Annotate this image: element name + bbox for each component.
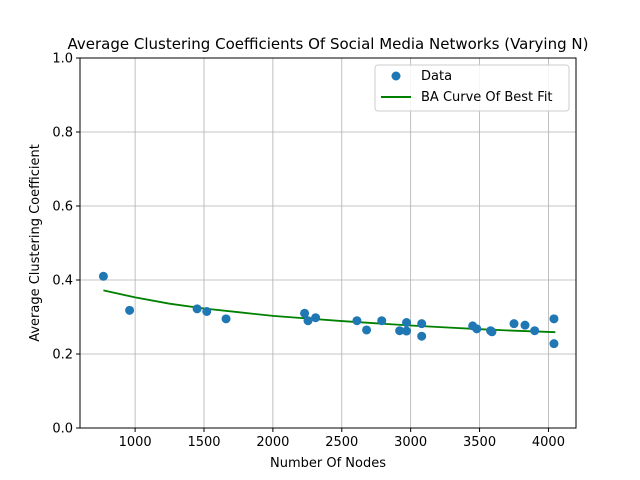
legend: Data BA Curve Of Best Fit [374, 64, 570, 112]
x-tick-label: 4000 [532, 435, 565, 450]
data-point [417, 319, 427, 329]
data-point [549, 314, 559, 324]
ticks-layer: 1000 1500 2000 2500 3000 3500 4000 0.0 0.2 0.4 0.6… [52, 52, 565, 451]
data-point [300, 308, 310, 318]
x-tick-label: 1500 [187, 435, 220, 450]
x-tick-label: 1000 [119, 435, 152, 450]
legend-box [374, 64, 570, 112]
y-tick-label: 0.8 [52, 126, 73, 141]
x-tick-label: 2000 [256, 435, 289, 450]
y-tick-label: 0.0 [52, 422, 73, 437]
data-point [402, 326, 412, 336]
data-point [192, 304, 202, 314]
y-tick-label: 0.2 [52, 348, 73, 363]
data-point [530, 326, 540, 336]
y-tick-label: 0.4 [52, 274, 73, 289]
data-point [202, 306, 212, 316]
data-point [395, 326, 405, 336]
data-point [377, 316, 387, 326]
legend-label-data: Data [421, 69, 452, 84]
data-point [311, 313, 321, 323]
y-axis-label: Average Clustering Coefficient [28, 144, 43, 342]
y-tick-label: 0.6 [52, 200, 73, 215]
chart-title: Average Clustering Coefficients Of Socia… [68, 35, 589, 53]
x-tick-label: 2500 [325, 435, 358, 450]
plot-frame [79, 57, 577, 429]
x-axis-label: Number Of Nodes [270, 456, 386, 471]
y-tick-label: 1.0 [52, 52, 73, 67]
data-point [487, 327, 497, 337]
data-point [472, 324, 482, 334]
data-point [549, 339, 559, 349]
data-point [362, 325, 372, 335]
legend-label-fit: BA Curve Of Best Fit [421, 90, 553, 105]
legend-marker-data [391, 71, 401, 81]
data-point [125, 305, 135, 315]
data-point [520, 320, 530, 330]
x-tick-label: 3000 [394, 435, 427, 450]
x-tick-label: 3500 [463, 435, 496, 450]
data-point [303, 316, 313, 326]
data-point [417, 331, 427, 341]
data-point [352, 316, 362, 326]
data-point [509, 319, 519, 329]
data-point [221, 314, 231, 324]
data-point [98, 271, 108, 281]
data-point [402, 318, 412, 328]
points-layer [98, 271, 559, 349]
